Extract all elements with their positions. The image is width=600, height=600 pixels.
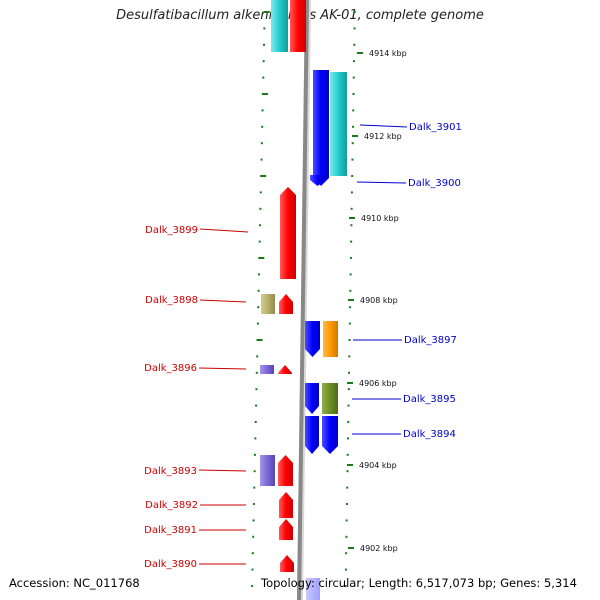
genome-backbone [297, 0, 309, 600]
gene-feature[interactable] [323, 321, 338, 357]
ruler-label: 4912 kbp [364, 132, 402, 141]
gene-feature[interactable] [280, 555, 294, 572]
ruler-label: 4914 kbp [369, 49, 407, 58]
gene-label[interactable]: Dalk_3892 [145, 500, 198, 511]
gene-feature[interactable] [260, 455, 275, 486]
ruler-label: 4910 kbp [361, 214, 399, 223]
gene-feature[interactable] [278, 365, 292, 374]
gene-label[interactable]: Dalk_3897 [404, 335, 457, 346]
gene-feature[interactable] [305, 416, 319, 454]
gene-feature[interactable] [313, 70, 329, 186]
gene-label[interactable]: Dalk_3894 [403, 429, 456, 440]
gene-feature[interactable] [261, 294, 275, 314]
gene-label-line [356, 181, 407, 184]
gene-feature[interactable] [306, 578, 320, 600]
gene-label[interactable]: Dalk_3890 [144, 559, 197, 570]
gene-feature[interactable] [305, 383, 319, 414]
gene-feature[interactable] [279, 492, 293, 518]
gene-label[interactable]: Dalk_3898 [145, 295, 198, 306]
gene-label[interactable]: Dalk_3900 [408, 178, 461, 189]
gene-label-line [199, 299, 247, 303]
ruler-label: 4908 kbp [360, 296, 398, 305]
gene-label-line [199, 228, 249, 233]
gene-feature[interactable] [310, 175, 325, 186]
gene-labels[interactable]: Dalk_3901 Dalk_3900 Dalk_3899 Dalk_3898 Dalk… [144, 122, 462, 570]
ruler-label: 4906 kbp [359, 379, 397, 388]
gene-feature[interactable] [260, 365, 274, 374]
ruler-label: 4902 kbp [360, 544, 398, 553]
gene-feature[interactable] [278, 455, 293, 486]
gene-features[interactable] [260, 0, 347, 600]
gene-label[interactable]: Dalk_3901 [409, 122, 462, 133]
gene-feature[interactable] [330, 72, 347, 176]
gene-label[interactable]: Dalk_3895 [403, 394, 456, 405]
gene-feature[interactable] [305, 321, 320, 357]
genome-summary-text: Topology: circular; Length: 6,517,073 bp… [261, 576, 577, 590]
gene-feature[interactable] [280, 187, 296, 279]
ruler-labels: 4914 kbp 4912 kbp 4910 kbp 4908 kbp 4906 kbp… [347, 49, 407, 553]
gene-label-lines [198, 124, 408, 565]
ruler-ticks [251, 11, 356, 587]
gene-feature[interactable] [271, 0, 288, 52]
gene-feature[interactable] [279, 294, 293, 314]
ruler-label: 4904 kbp [359, 461, 397, 470]
gene-label-line [198, 469, 247, 472]
gene-label[interactable]: Dalk_3896 [144, 363, 197, 374]
gene-feature[interactable] [322, 383, 338, 414]
accession-text: Accession: NC_011768 [9, 576, 140, 590]
gene-label-line [198, 367, 247, 370]
gene-feature[interactable] [279, 519, 293, 540]
gene-label-line [359, 124, 408, 128]
gene-label[interactable]: Dalk_3891 [144, 525, 197, 536]
gene-feature[interactable] [322, 416, 338, 454]
gene-label[interactable]: Dalk_3899 [145, 225, 198, 236]
gene-feature[interactable] [290, 0, 306, 52]
gene-label[interactable]: Dalk_3893 [144, 466, 197, 477]
